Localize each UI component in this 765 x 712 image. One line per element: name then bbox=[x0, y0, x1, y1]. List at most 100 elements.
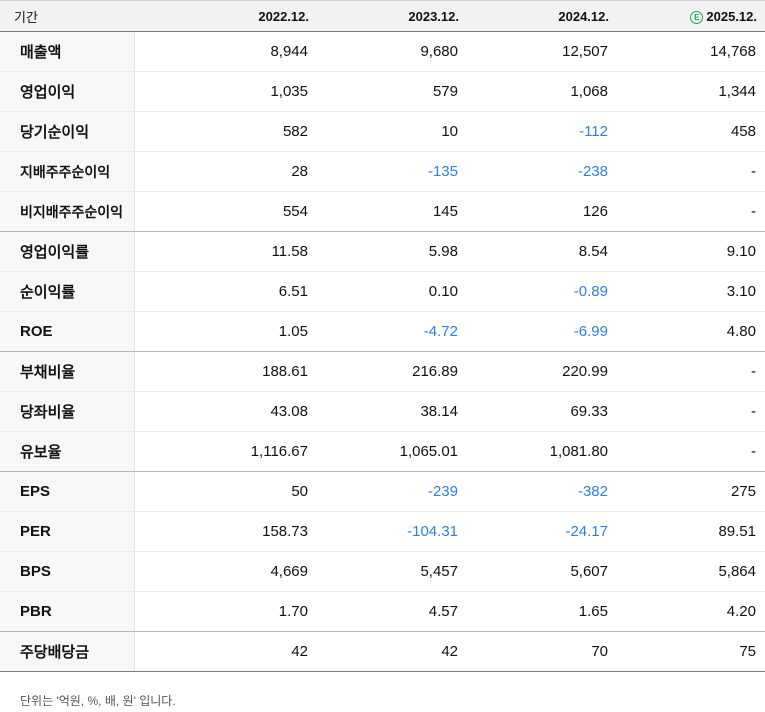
cell-value: 1,344 bbox=[617, 71, 765, 112]
cell-value: 89.51 bbox=[617, 511, 765, 552]
cell-value: 6.51 bbox=[134, 271, 317, 312]
table-row: BPS 4,669 5,457 5,607 5,864 bbox=[0, 551, 765, 592]
cell-value: -104.31 bbox=[317, 511, 467, 552]
cell-value: 582 bbox=[134, 111, 317, 152]
cell-value: - bbox=[617, 431, 765, 472]
cell-value: 9,680 bbox=[317, 31, 467, 72]
cell-value: 69.33 bbox=[467, 391, 617, 432]
cell-value: 158.73 bbox=[134, 511, 317, 552]
cell-value: -382 bbox=[467, 471, 617, 512]
cell-value: 1.05 bbox=[134, 311, 317, 352]
row-label: EPS bbox=[0, 471, 135, 512]
cell-value: 1.65 bbox=[467, 591, 617, 632]
table-row: ROE 1.05 -4.72 -6.99 4.80 bbox=[0, 311, 765, 352]
cell-value: 1.70 bbox=[134, 591, 317, 632]
cell-value: 8,944 bbox=[134, 31, 317, 72]
cell-value: 75 bbox=[617, 631, 765, 672]
cell-value: 1,065.01 bbox=[317, 431, 467, 472]
table-row: 순이익률 6.51 0.10 -0.89 3.10 bbox=[0, 271, 765, 312]
cell-value: - bbox=[617, 351, 765, 392]
row-label: 비지배주주순이익 bbox=[0, 191, 135, 232]
table-row: 유보율 1,116.67 1,065.01 1,081.80- bbox=[0, 431, 765, 472]
table-row: 비지배주주순이익 554 145 126- bbox=[0, 191, 765, 232]
column-header-2025-estimate: E 2025.12. bbox=[617, 0, 765, 32]
cell-value: 1,081.80 bbox=[467, 431, 617, 472]
cell-value: 50 bbox=[134, 471, 317, 512]
table-row: EPS 50 -239 -382 275 bbox=[0, 471, 765, 512]
cell-value: 216.89 bbox=[317, 351, 467, 392]
cell-value: -0.89 bbox=[467, 271, 617, 312]
cell-value: 275 bbox=[617, 471, 765, 512]
cell-value: 1,116.67 bbox=[134, 431, 317, 472]
cell-value: - bbox=[617, 191, 765, 232]
table-row: 지배주주순이익 28 -135 -238- bbox=[0, 151, 765, 192]
row-label: PER bbox=[0, 511, 135, 552]
cell-value: 458 bbox=[617, 111, 765, 152]
table-row: 매출액 8,944 9,680 12,507 14,768 bbox=[0, 31, 765, 72]
cell-value: - bbox=[617, 391, 765, 432]
row-label: 영업이익률 bbox=[0, 231, 135, 272]
cell-value: -112 bbox=[467, 111, 617, 152]
cell-value: 12,507 bbox=[467, 31, 617, 72]
row-label: 당좌비율 bbox=[0, 391, 135, 432]
row-label: 영업이익 bbox=[0, 71, 135, 112]
cell-value: 5,864 bbox=[617, 551, 765, 592]
cell-value: -239 bbox=[317, 471, 467, 512]
row-label: 유보율 bbox=[0, 431, 135, 472]
cell-value: 42 bbox=[134, 631, 317, 672]
cell-value: -135 bbox=[317, 151, 467, 192]
cell-value: - bbox=[617, 151, 765, 192]
cell-value: 8.54 bbox=[467, 231, 617, 272]
cell-value: -24.17 bbox=[467, 511, 617, 552]
unit-footnote: 단위는 '억원, %, 배, 원' 입니다. bbox=[20, 694, 176, 708]
table-row: PBR 1.70 4.57 1.65 4.20 bbox=[0, 591, 765, 632]
cell-value: 5,457 bbox=[317, 551, 467, 592]
cell-value: 554 bbox=[134, 191, 317, 232]
row-label: BPS bbox=[0, 551, 135, 592]
cell-value: 188.61 bbox=[134, 351, 317, 392]
table-row: 주당배당금 42 42 70 75 bbox=[0, 631, 765, 672]
row-label: 지배주주순이익 bbox=[0, 151, 135, 192]
row-label: 매출액 bbox=[0, 31, 135, 72]
cell-value: 5.98 bbox=[317, 231, 467, 272]
cell-value: 0.10 bbox=[317, 271, 467, 312]
cell-value: 10 bbox=[317, 111, 467, 152]
period-header: 기간 bbox=[0, 0, 134, 32]
cell-value: 1,068 bbox=[467, 71, 617, 112]
header-row: 기간 2022.12. 2023.12. 2024.12. E 2025.12. bbox=[0, 0, 765, 32]
cell-value: 579 bbox=[317, 71, 467, 112]
cell-value: 1,035 bbox=[134, 71, 317, 112]
cell-value: 38.14 bbox=[317, 391, 467, 432]
cell-value: 145 bbox=[317, 191, 467, 232]
row-label: 순이익률 bbox=[0, 271, 135, 312]
column-header-2025-label: 2025.12. bbox=[706, 8, 757, 24]
table-row: 영업이익률 11.58 5.98 8.54 9.10 bbox=[0, 231, 765, 272]
row-label: ROE bbox=[0, 311, 135, 352]
column-header-2023: 2023.12. bbox=[317, 0, 467, 32]
cell-value: -4.72 bbox=[317, 311, 467, 352]
column-header-2024: 2024.12. bbox=[467, 0, 617, 32]
estimate-badge-icon: E bbox=[690, 10, 704, 24]
cell-value: 4.20 bbox=[617, 591, 765, 632]
financial-summary-table: 기간 2022.12. 2023.12. 2024.12. E 2025.12. … bbox=[0, 0, 765, 672]
row-label: 주당배당금 bbox=[0, 631, 135, 672]
cell-value: 28 bbox=[134, 151, 317, 192]
column-header-2022: 2022.12. bbox=[134, 0, 317, 32]
table-row: PER 158.73 -104.31 -24.17 89.51 bbox=[0, 511, 765, 552]
cell-value: 43.08 bbox=[134, 391, 317, 432]
cell-value: 14,768 bbox=[617, 31, 765, 72]
cell-value: 3.10 bbox=[617, 271, 765, 312]
cell-value: -238 bbox=[467, 151, 617, 192]
row-label: PBR bbox=[0, 591, 135, 632]
table-body: 매출액 8,944 9,680 12,507 14,768 영업이익 1,035 579 1,… bbox=[0, 31, 765, 672]
cell-value: 4,669 bbox=[134, 551, 317, 592]
cell-value: 4.80 bbox=[617, 311, 765, 352]
table-row: 당기순이익 582 10 -112 458 bbox=[0, 111, 765, 152]
cell-value: 11.58 bbox=[134, 231, 317, 272]
table-row: 부채비율 188.61 216.89 220.99- bbox=[0, 351, 765, 392]
row-label: 부채비율 bbox=[0, 351, 135, 392]
cell-value: 126 bbox=[467, 191, 617, 232]
cell-value: -6.99 bbox=[467, 311, 617, 352]
cell-value: 5,607 bbox=[467, 551, 617, 592]
table-header: 기간 2022.12. 2023.12. 2024.12. E 2025.12. bbox=[0, 0, 765, 32]
